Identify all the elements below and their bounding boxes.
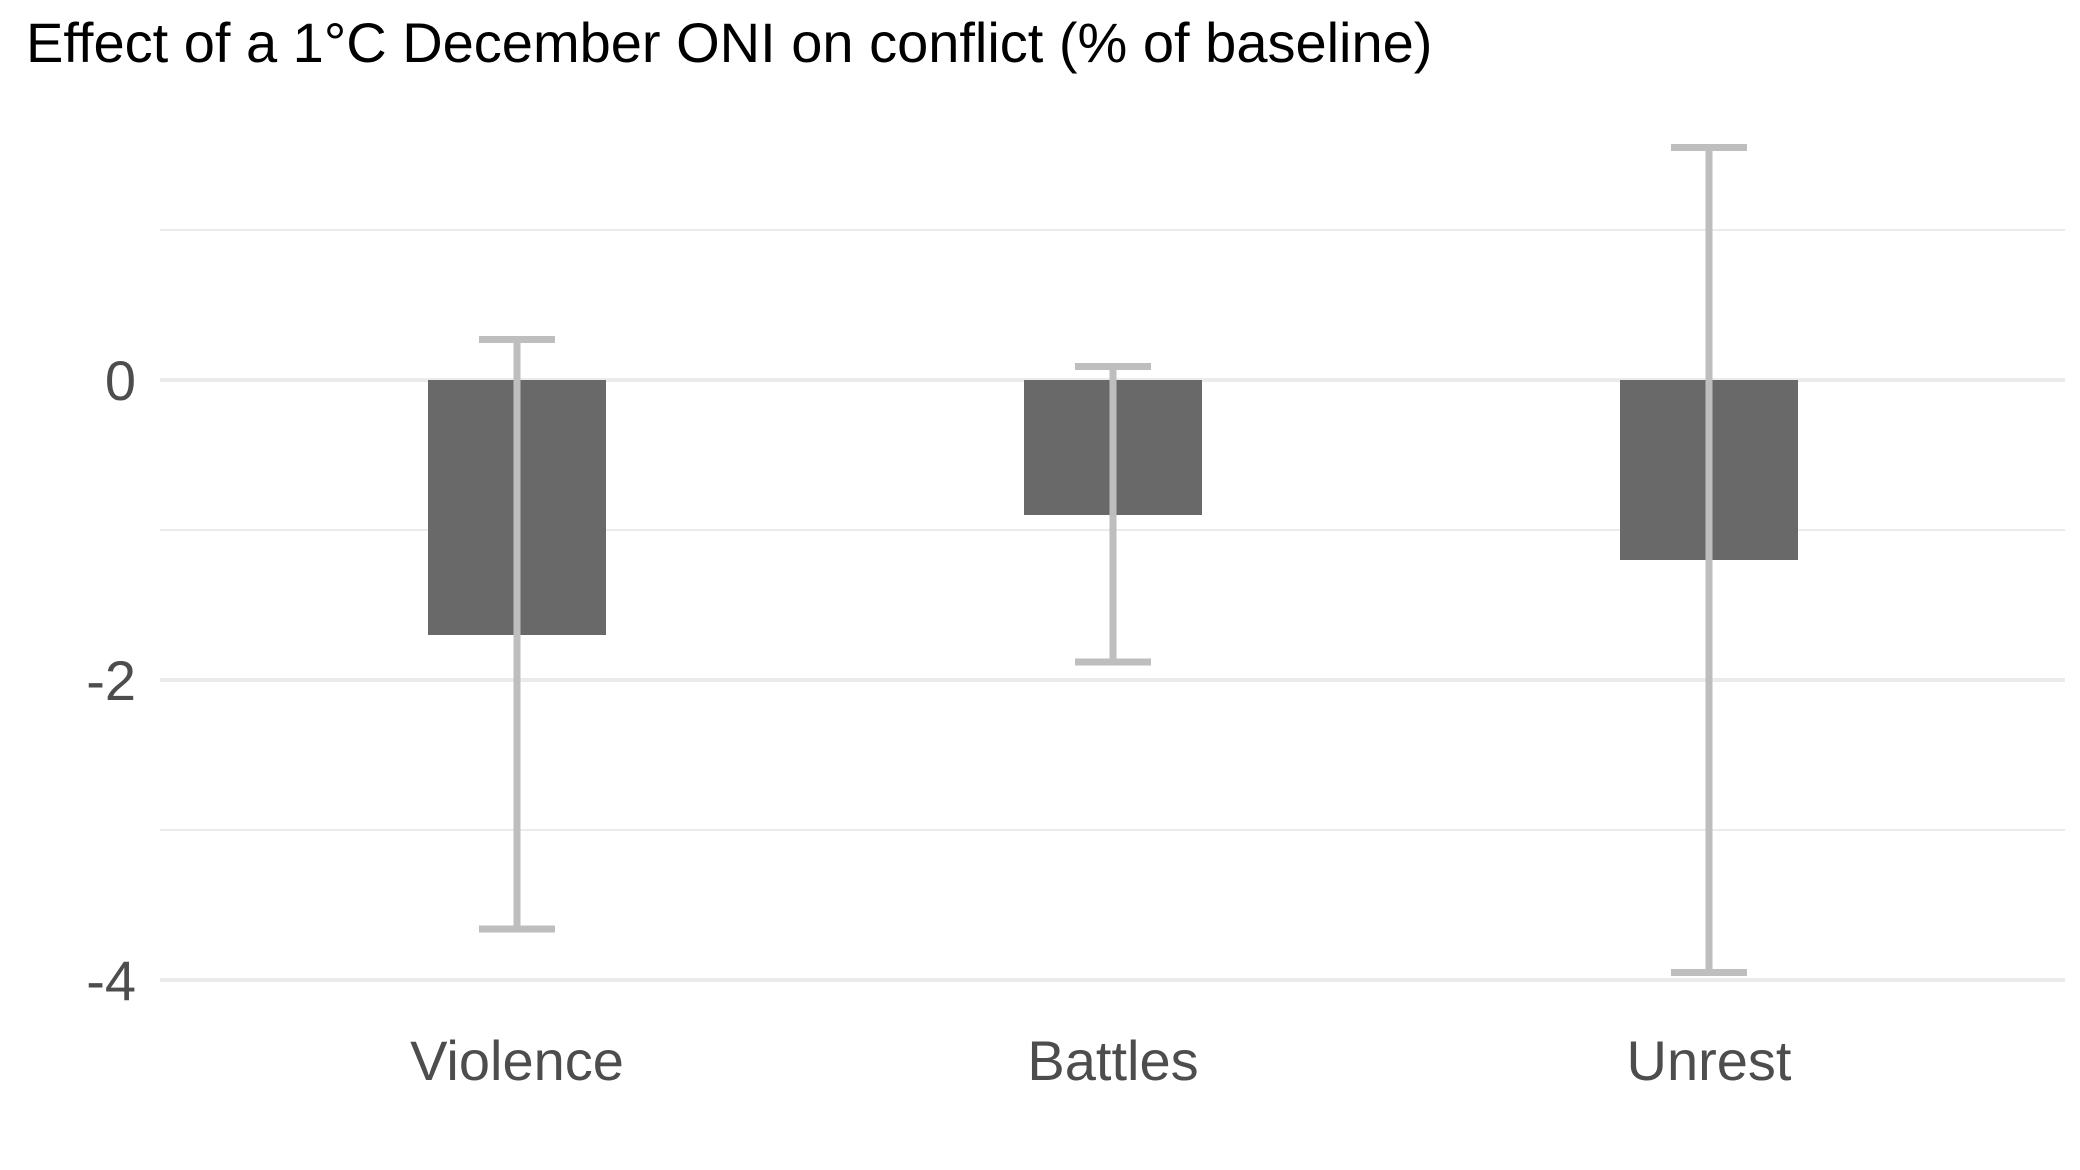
y-tick-label: 0 — [105, 349, 136, 412]
x-tick-label-battles: Battles — [1027, 1029, 1198, 1092]
y-tick-label: -4 — [86, 949, 136, 1012]
chart-title: Effect of a 1°C December ONI on conflict… — [26, 11, 1433, 74]
x-tick-label-unrest: Unrest — [1627, 1029, 1792, 1092]
y-tick-label: -2 — [86, 649, 136, 712]
x-tick-label-violence: Violence — [410, 1029, 624, 1092]
y-axis-ticks: 0 -2 -4 — [86, 349, 136, 1012]
x-axis-ticks: Violence Battles Unrest — [410, 1029, 1792, 1092]
error-bar-layer — [479, 144, 1747, 976]
